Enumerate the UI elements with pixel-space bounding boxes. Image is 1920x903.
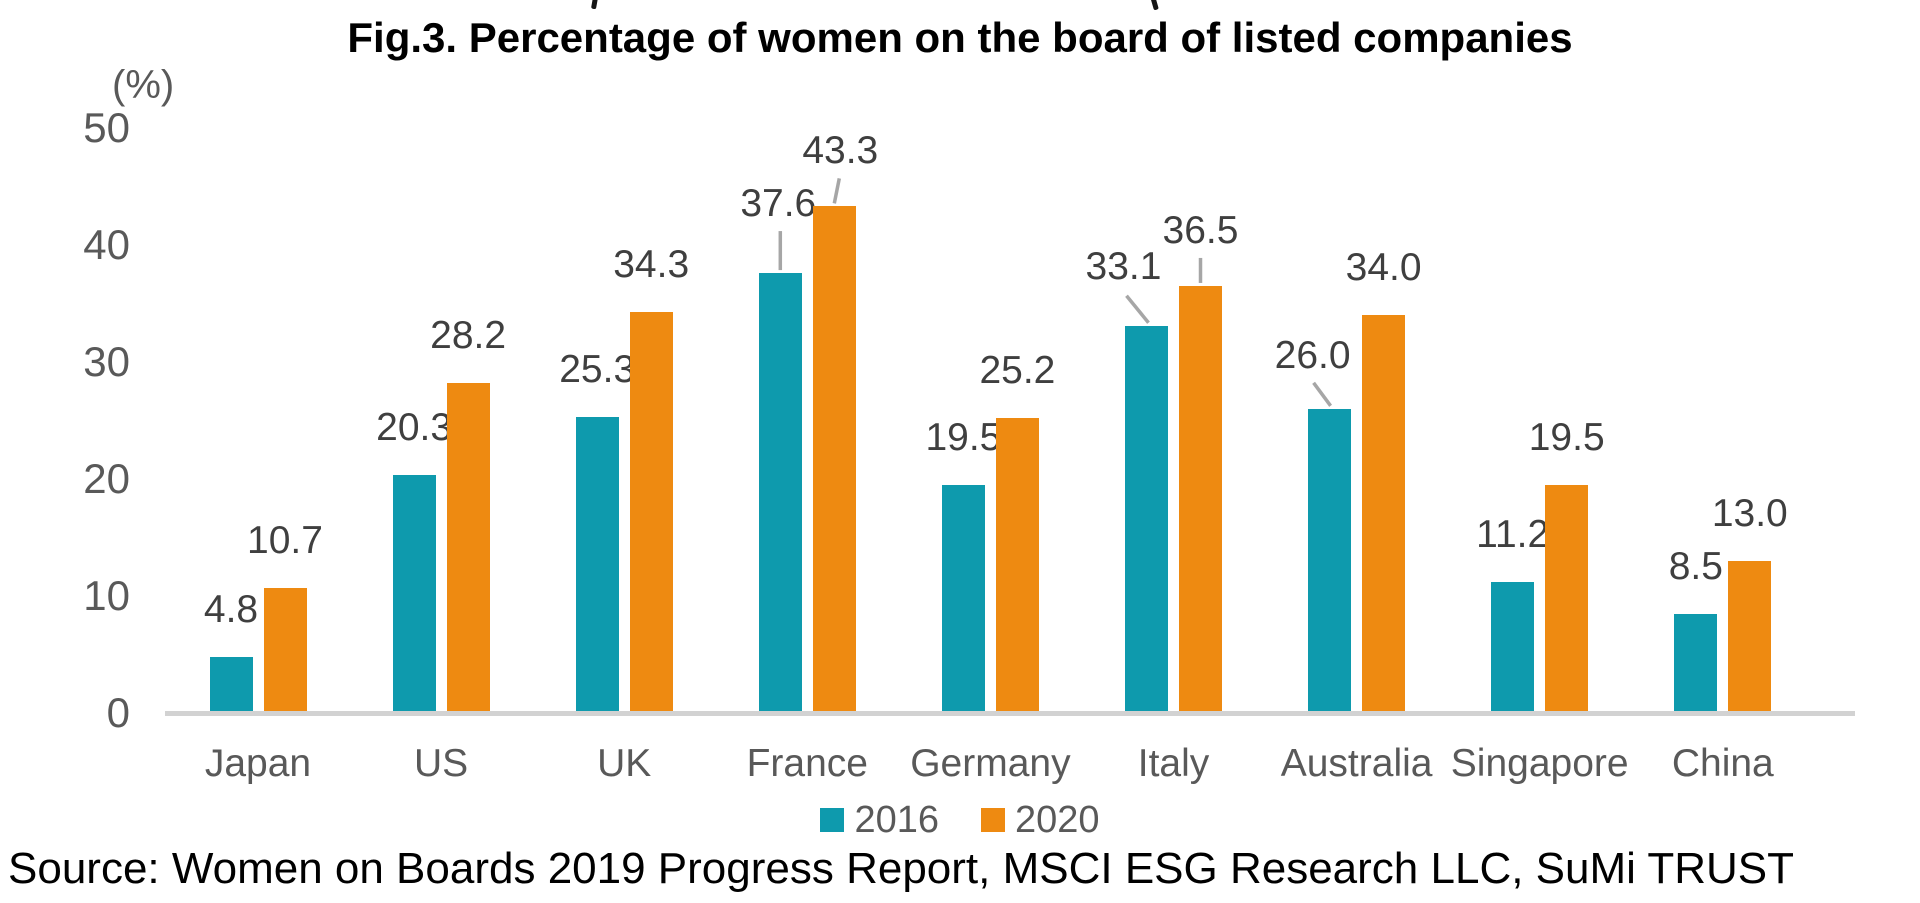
value-label-2016-australia: 26.0 [1274, 333, 1351, 377]
legend-label-2016: 2016 [854, 799, 939, 841]
value-label-2020-china: 13.0 [1711, 491, 1788, 535]
leader-line-2016-italy [1125, 294, 1150, 324]
y-axis-tick-30: 30 [83, 338, 130, 385]
x-axis-label-italy: Italy [1137, 742, 1210, 785]
legend-swatch-2020-icon [981, 808, 1005, 832]
bar-2020-china [1728, 560, 1772, 713]
y-axis-unit-label: (%) [112, 63, 175, 107]
value-label-2016-france: 37.6 [740, 182, 817, 226]
value-label-2020-australia: 34.0 [1345, 246, 1422, 290]
bar-2016-singapore [1491, 581, 1535, 713]
legend: 2016 2020 [0, 800, 1920, 840]
x-axis-label-australia: Australia [1280, 742, 1433, 785]
x-axis-label-germany: Germany [910, 742, 1071, 785]
bar-2016-uk [575, 416, 619, 713]
y-axis-tick-40: 40 [83, 221, 130, 268]
value-label-2020-italy: 36.5 [1162, 208, 1239, 252]
x-axis-label-japan: Japan [204, 742, 312, 785]
value-label-2016-japan: 4.8 [203, 587, 259, 631]
bar-2020-singapore [1545, 484, 1589, 713]
bar-2020-france [812, 206, 856, 713]
value-label-2020-singapore: 19.5 [1528, 415, 1605, 459]
y-axis-tick-50: 50 [83, 104, 130, 151]
bar-2020-japan [263, 587, 307, 713]
bar-2016-us [392, 475, 436, 713]
cropped-text-fragment-left [590, 0, 599, 10]
legend-item-2016: 2016 [820, 800, 939, 840]
value-label-2020-france: 43.3 [802, 129, 879, 173]
value-label-2016-germany: 19.5 [925, 415, 1002, 459]
legend-item-2020: 2020 [981, 800, 1100, 840]
value-label-2020-us: 28.2 [430, 314, 507, 358]
y-axis-tick-0: 0 [106, 689, 130, 736]
x-axis-label-us: US [414, 742, 469, 785]
value-label-2016-us: 20.3 [376, 406, 453, 450]
x-axis-label-china: China [1671, 742, 1774, 785]
value-label-2016-italy: 33.1 [1085, 244, 1162, 288]
cropped-text-fragment-right [1150, 0, 1159, 11]
value-label-2020-japan: 10.7 [247, 518, 323, 562]
bar-2016-japan [209, 656, 253, 713]
leader-line-2016-australia [1312, 381, 1333, 407]
value-label-2016-china: 8.5 [1668, 544, 1723, 588]
bar-2016-germany [941, 484, 985, 713]
x-axis-label-uk: UK [597, 742, 652, 785]
bar-2016-france [758, 273, 802, 713]
bar-2020-germany [995, 418, 1039, 713]
bar-2020-us [446, 383, 490, 713]
bar-2020-italy [1179, 285, 1222, 713]
x-axis-label-singapore: Singapore [1450, 742, 1629, 785]
value-label-2016-uk: 25.3 [559, 347, 636, 391]
x-axis-baseline [165, 711, 1855, 716]
x-axis-label-france: France [746, 742, 868, 785]
value-label-2020-uk: 34.3 [613, 242, 690, 286]
value-label-2016-singapore: 11.2 [1476, 512, 1550, 556]
bar-2016-australia [1308, 408, 1352, 713]
leader-line-2020-france [832, 178, 842, 204]
chart-title: Fig.3. Percentage of women on the board … [347, 14, 1573, 61]
bar-2016-china [1674, 613, 1718, 713]
y-axis-tick-20: 20 [83, 455, 130, 502]
bar-2020-australia [1362, 315, 1406, 713]
value-label-2020-germany: 25.2 [979, 349, 1056, 393]
source-text: Source: Women on Boards 2019 Progress Re… [8, 844, 1794, 893]
y-axis-tick-10: 10 [83, 572, 130, 619]
legend-label-2020: 2020 [1015, 799, 1100, 841]
bar-2016-italy [1125, 325, 1168, 713]
bar-2020-uk [629, 311, 673, 713]
legend-swatch-2016-icon [820, 808, 845, 832]
